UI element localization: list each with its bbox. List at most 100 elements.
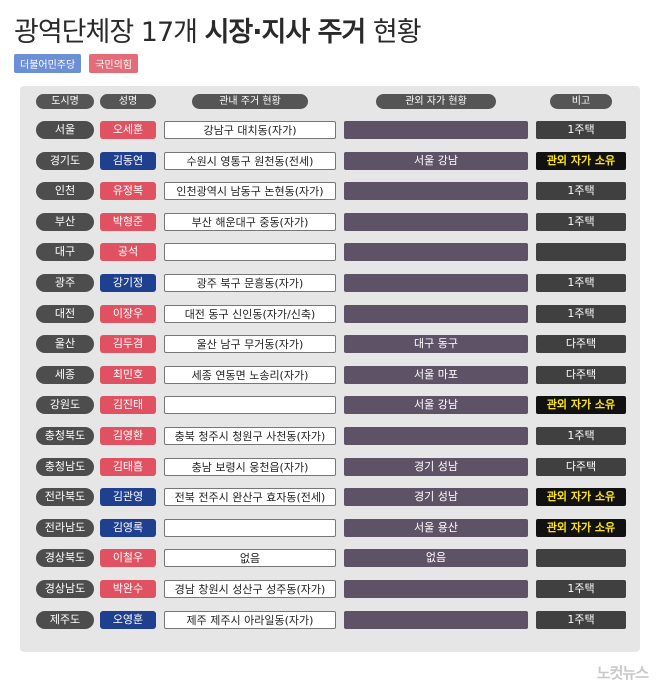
region-cell: 경상남도 xyxy=(36,580,94,598)
region-cell: 부산 xyxy=(36,212,94,231)
name-cell: 오세훈 xyxy=(100,121,156,139)
outside-ownership-cell: 서울 마포 xyxy=(344,365,528,384)
title-part2: 시장·지사 주거 xyxy=(204,17,367,48)
region-cell: 제주도 xyxy=(36,610,94,629)
region-cell: 울산 xyxy=(36,335,94,354)
outside-ownership-cell xyxy=(344,121,528,139)
table-row: 울산 김두겸 울산 남구 무거동(자가) 대구 동구 다주택 xyxy=(20,333,640,355)
name-cell: 박완수 xyxy=(100,580,156,598)
outside-ownership-cell xyxy=(344,274,528,292)
outside-ownership-cell: 대구 동구 xyxy=(344,335,528,354)
header-region: 도시명 xyxy=(36,94,94,109)
region-cell: 대구 xyxy=(36,243,94,262)
header-note: 비고 xyxy=(550,94,612,109)
header-outside: 관외 자가 현황 xyxy=(376,94,496,109)
header-local: 관내 주거 현황 xyxy=(192,94,308,109)
outside-ownership-cell: 경기 성남 xyxy=(344,457,528,476)
region-cell: 전라북도 xyxy=(36,488,94,507)
outside-ownership-cell xyxy=(344,610,528,629)
table-row: 충청북도 김영환 충북 청주시 청원구 사천동(자가) 1주택 xyxy=(20,425,640,447)
local-residence-cell: 충북 청주시 청원구 사천동(자가) xyxy=(164,427,336,445)
outside-ownership-cell: 서울 강남 xyxy=(344,151,528,170)
table-row: 대구 공석 xyxy=(20,241,640,263)
name-cell: 김태흠 xyxy=(100,457,156,476)
party-legend: 더불어민주당 국민의힘 xyxy=(14,54,139,73)
outside-ownership-cell: 서울 강남 xyxy=(344,396,528,415)
note-cell xyxy=(536,243,626,262)
name-cell: 이장우 xyxy=(100,304,156,323)
name-cell: 공석 xyxy=(100,243,156,262)
title-part3: 현황 xyxy=(365,17,422,48)
region-cell: 전라남도 xyxy=(36,518,94,537)
region-cell: 광주 xyxy=(36,274,94,292)
region-cell: 대전 xyxy=(36,304,94,323)
note-cell: 다주택 xyxy=(536,457,626,476)
table-row: 전라남도 김영록 서울 용산 관외 자가 소유 xyxy=(20,517,640,539)
name-cell: 김두겸 xyxy=(100,335,156,354)
region-cell: 경상북도 xyxy=(36,549,94,568)
note-cell: 1주택 xyxy=(536,182,626,201)
local-residence-cell: 충남 보령시 웅천읍(자가) xyxy=(164,457,336,476)
table-row: 경상남도 박완수 경남 창원시 성산구 성주동(자가) 1주택 xyxy=(20,578,640,600)
note-cell: 1주택 xyxy=(536,427,626,445)
legend-dem: 더불어민주당 xyxy=(14,54,82,73)
local-residence-cell: 대전 동구 신인동(자가/신축) xyxy=(164,304,336,323)
outside-ownership-cell xyxy=(344,243,528,262)
table-row: 인천 유정복 인천광역시 남동구 논현동(자가) 1주택 xyxy=(20,180,640,202)
region-cell: 인천 xyxy=(36,182,94,201)
name-cell: 김영환 xyxy=(100,427,156,445)
local-residence-cell: 경남 창원시 성산구 성주동(자가) xyxy=(164,580,336,598)
note-cell: 관외 자가 소유 xyxy=(536,518,626,537)
publisher-watermark: 노컷뉴스 xyxy=(596,664,649,682)
note-cell: 1주택 xyxy=(536,274,626,292)
outside-ownership-cell xyxy=(344,212,528,231)
table-row: 충청남도 김태흠 충남 보령시 웅천읍(자가) 경기 성남 다주택 xyxy=(20,456,640,478)
table-row: 경기도 김동연 수원시 영통구 원천동(전세) 서울 강남 관외 자가 소유 xyxy=(20,150,640,172)
local-residence-cell xyxy=(164,396,336,415)
outside-ownership-cell: 서울 용산 xyxy=(344,518,528,537)
note-cell: 관외 자가 소유 xyxy=(536,396,626,415)
name-cell: 최민호 xyxy=(100,365,156,384)
note-cell: 다주택 xyxy=(536,335,626,354)
outside-ownership-cell: 경기 성남 xyxy=(344,488,528,507)
local-residence-cell: 강남구 대치동(자가) xyxy=(164,121,336,139)
local-residence-cell: 광주 북구 문흥동(자가) xyxy=(164,274,336,292)
note-cell: 관외 자가 소유 xyxy=(536,488,626,507)
outside-ownership-cell xyxy=(344,427,528,445)
name-cell: 강기정 xyxy=(100,274,156,292)
note-cell: 1주택 xyxy=(536,121,626,139)
table-row: 강원도 김진태 서울 강남 관외 자가 소유 xyxy=(20,394,640,416)
name-cell: 유정복 xyxy=(100,182,156,201)
local-residence-cell xyxy=(164,243,336,262)
outside-ownership-cell xyxy=(344,182,528,201)
note-cell: 1주택 xyxy=(536,304,626,323)
legend-ppp: 국민의힘 xyxy=(89,54,139,73)
region-cell: 서울 xyxy=(36,121,94,139)
region-cell: 충청북도 xyxy=(36,427,94,445)
table-row: 경상북도 이철우 없음 없음 xyxy=(20,547,640,569)
name-cell: 이철우 xyxy=(100,549,156,568)
note-cell: 다주택 xyxy=(536,365,626,384)
name-cell: 오영훈 xyxy=(100,610,156,629)
note-cell: 관외 자가 소유 xyxy=(536,151,626,170)
name-cell: 김동연 xyxy=(100,151,156,170)
local-residence-cell: 제주 제주시 아라일동(자가) xyxy=(164,610,336,629)
table-row: 서울 오세훈 강남구 대치동(자가) 1주택 xyxy=(20,119,640,141)
table-row: 부산 박형준 부산 해운대구 중동(자가) 1주택 xyxy=(20,211,640,233)
table-row: 세종 최민호 세종 연동면 노송리(자가) 서울 마포 다주택 xyxy=(20,364,640,386)
region-cell: 강원도 xyxy=(36,396,94,415)
outside-ownership-cell xyxy=(344,580,528,598)
note-cell: 1주택 xyxy=(536,580,626,598)
outside-ownership-cell: 없음 xyxy=(344,549,528,568)
local-residence-cell: 전북 전주시 완산구 효자동(전세) xyxy=(164,488,336,507)
local-residence-cell xyxy=(164,518,336,537)
housing-table: 도시명 성명 관내 주거 현황 관외 자가 현황 비고 서울 오세훈 강남구 대치동… xyxy=(20,86,640,652)
outside-ownership-cell xyxy=(344,304,528,323)
note-cell xyxy=(536,549,626,568)
local-residence-cell: 울산 남구 무거동(자가) xyxy=(164,335,336,354)
header-name: 성명 xyxy=(100,94,156,109)
table-row: 제주도 오영훈 제주 제주시 아라일동(자가) 1주택 xyxy=(20,609,640,631)
region-cell: 세종 xyxy=(36,365,94,384)
local-residence-cell: 부산 해운대구 중동(자가) xyxy=(164,212,336,231)
local-residence-cell: 세종 연동면 노송리(자가) xyxy=(164,365,336,384)
